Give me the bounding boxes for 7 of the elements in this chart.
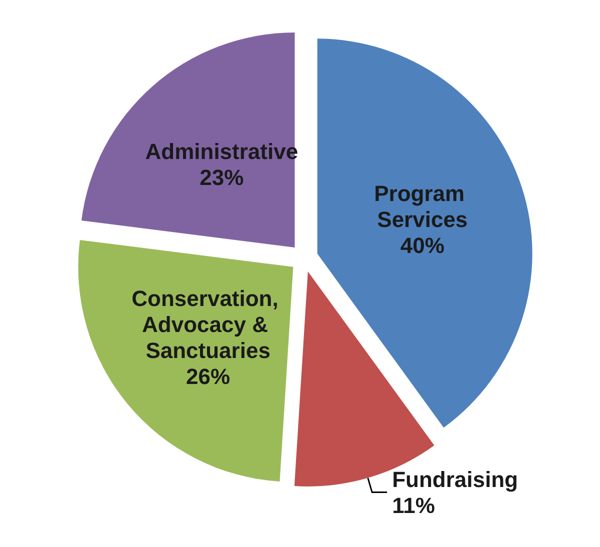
slice-label: Fundraising [392,466,518,492]
data-label: 26% [186,364,230,389]
data-label: 11% [392,492,435,518]
slice-label: Program Services [374,181,471,232]
slice-label: Conservation, Advocacy & Sanctuaries [132,286,284,363]
data-label: 40% [400,233,444,258]
data-label: 23% [200,165,244,190]
